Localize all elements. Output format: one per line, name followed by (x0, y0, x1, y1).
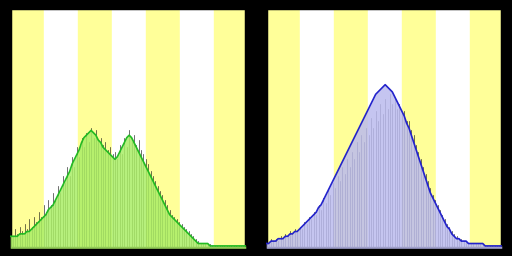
Bar (266, 8, 300, 248)
Bar (180, 8, 214, 248)
Bar (436, 8, 470, 248)
Bar (368, 8, 402, 248)
Bar (402, 8, 436, 248)
Bar (214, 8, 248, 248)
Bar (10, 8, 44, 248)
Bar (146, 8, 180, 248)
Bar (78, 8, 112, 248)
Bar (112, 8, 146, 248)
Bar (300, 8, 334, 248)
Bar (44, 8, 78, 248)
Bar (470, 8, 504, 248)
Bar (334, 8, 368, 248)
